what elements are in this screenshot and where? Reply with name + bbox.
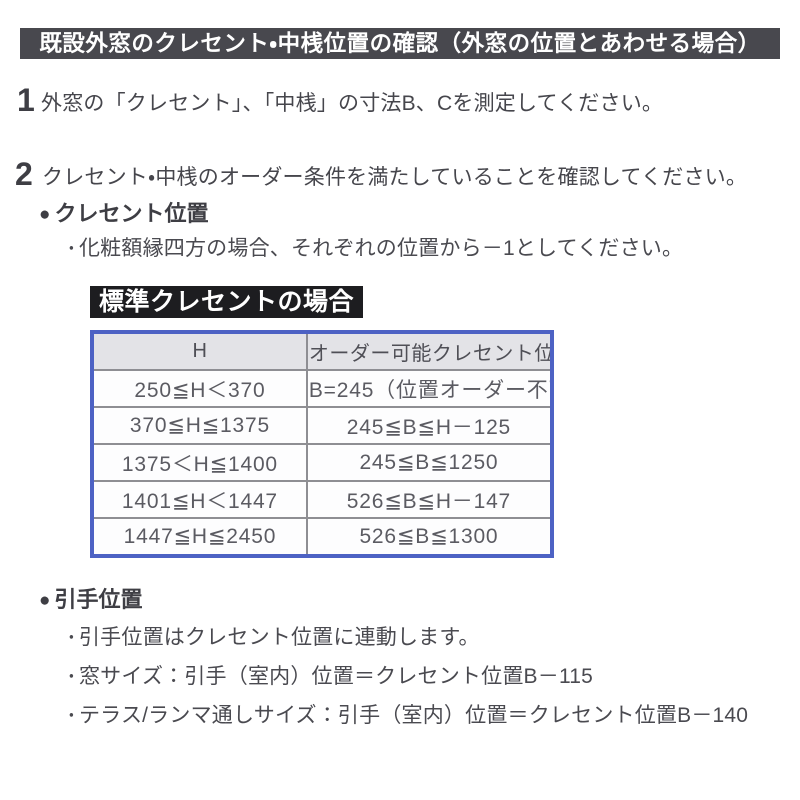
step-1-text: 外窓の「クレセント」、「中桟」の寸法B、Cを測定してください。: [41, 92, 664, 115]
handle-position-title-text: 引手位置: [54, 587, 143, 612]
handle-note-1-text: 引手位置はクレセント位置に連動します。: [78, 626, 480, 649]
column-header-h: H: [91, 331, 308, 371]
crescent-position-title: ● クレセント位置: [39, 196, 209, 228]
table-row: 1375＜H≦1400 245≦B≦1250: [91, 443, 554, 482]
handle-note-3: ・テラス/ランマ通しサイズ：引手（室内）位置＝クレセント位置B－140: [69, 699, 748, 729]
dot-bullet-icon: ・: [69, 628, 74, 644]
handle-note-2-text: 窓サイズ：引手（室内）位置＝クレセント位置B－115: [78, 665, 594, 688]
table-row: 1447≦H≦2450 526≦B≦1300: [91, 517, 554, 557]
handle-note-2: ・窓サイズ：引手（室内）位置＝クレセント位置B－115: [69, 660, 593, 690]
cell-h-range: 1401≦H＜1447: [91, 480, 308, 519]
cell-order-range: 526≦B≦1300: [305, 517, 554, 557]
cell-order-range: 526≦B≦H－147: [305, 480, 554, 519]
table-row: 1401≦H＜1447 526≦B≦H－147: [91, 480, 554, 519]
filled-circle-bullet-icon: ●: [39, 204, 51, 225]
table-row: 370≦H≦1375 245≦B≦H－125: [91, 406, 554, 445]
filled-circle-bullet-icon: ●: [39, 590, 51, 611]
dot-bullet-icon: ・: [69, 667, 74, 683]
column-header-order-position: オーダー可能クレセント位置: [305, 331, 554, 371]
cell-h-range: 370≦H≦1375: [91, 406, 308, 445]
crescent-note: ・化粧額縁四方の場合、それぞれの位置から－1としてください。: [69, 232, 683, 262]
cell-h-range: 1447≦H≦2450: [91, 517, 308, 557]
standard-crescent-label: 標準クレセントの場合: [90, 286, 364, 318]
cell-order-range: 245≦B≦H－125: [305, 406, 554, 445]
crescent-position-title-text: クレセント位置: [54, 201, 209, 226]
handle-position-title: ● 引手位置: [39, 582, 143, 614]
crescent-note-text: 化粧額縁四方の場合、それぞれの位置から－1としてください。: [78, 237, 684, 260]
step-2-text: クレセント・中桟のオーダー条件を満たしていることを確認してください。: [42, 166, 748, 189]
handle-note-1: ・引手位置はクレセント位置に連動します。: [69, 621, 480, 651]
table-row: 250≦H＜370 B=245（位置オーダー不可）: [91, 369, 554, 408]
handle-note-3-text: テラス/ランマ通しサイズ：引手（室内）位置＝クレセント位置B－140: [78, 704, 749, 727]
dot-bullet-icon: ・: [69, 706, 74, 722]
page-title-banner: 既設外窓のクレセント・中桟位置の確認（外窓の位置とあわせる場合）: [20, 28, 780, 59]
dot-bullet-icon: ・: [69, 239, 74, 255]
cell-h-range: 250≦H＜370: [91, 369, 308, 408]
cell-order-range: B=245（位置オーダー不可）: [305, 369, 554, 408]
step-2-number: 2: [15, 156, 33, 192]
crescent-position-table: H オーダー可能クレセント位置 250≦H＜370 B=245（位置オーダー不可…: [90, 330, 554, 558]
step-1-number: 1: [17, 82, 35, 118]
table-header-row: H オーダー可能クレセント位置: [91, 331, 554, 371]
cell-order-range: 245≦B≦1250: [305, 443, 554, 482]
cell-h-range: 1375＜H≦1400: [91, 443, 308, 482]
